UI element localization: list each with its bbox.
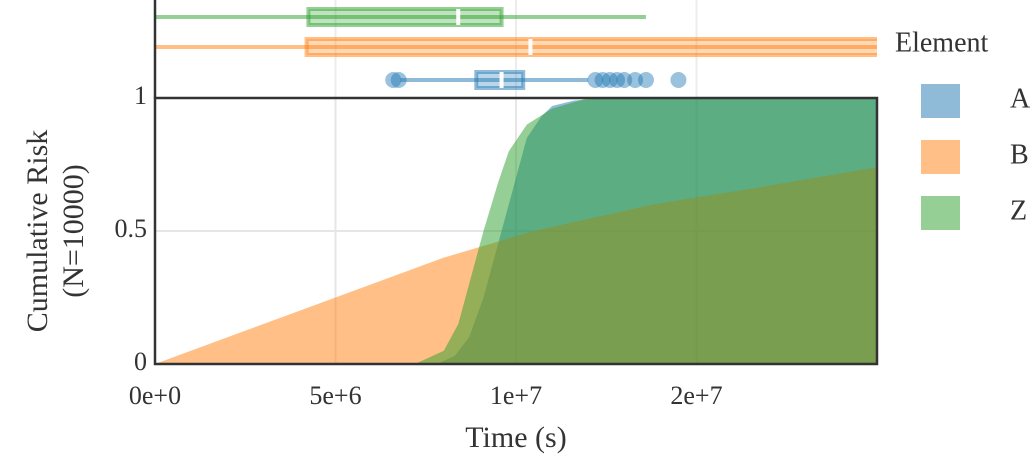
plot-area xyxy=(155,98,877,364)
box xyxy=(304,37,877,57)
box-outlier xyxy=(587,72,604,88)
x-tick-label: 0e+0 xyxy=(129,381,181,410)
legend-swatch xyxy=(921,196,960,230)
box-outlier xyxy=(385,72,402,88)
legend-swatch xyxy=(921,84,960,118)
x-tick-label: 5e+6 xyxy=(309,381,361,410)
box-panel xyxy=(155,7,877,90)
x-axis-title: Time (s) xyxy=(465,421,566,454)
legend-label: Z xyxy=(1010,195,1027,226)
y-tick-label: 1 xyxy=(134,81,147,110)
x-tick-label: 1e+7 xyxy=(490,381,542,410)
box-outlier xyxy=(609,72,626,88)
x-tick-label: 2e+7 xyxy=(670,381,722,410)
plot-frame xyxy=(153,96,879,366)
box-outlier xyxy=(627,72,644,88)
legend-swatch xyxy=(921,140,960,174)
y-tick-label: 0.5 xyxy=(115,214,148,243)
y-axis-title: Cumulative Risk xyxy=(21,130,54,333)
box-outlier xyxy=(637,72,654,88)
y-axis-title: (N=10000) xyxy=(57,164,90,298)
box-outlier xyxy=(670,72,687,88)
box-outlier xyxy=(616,72,633,88)
box-outlier xyxy=(601,72,618,88)
box xyxy=(306,7,504,27)
legend-title: Element xyxy=(895,27,989,58)
box-outlier xyxy=(390,72,407,88)
y-tick-label: 0 xyxy=(134,347,147,376)
legend-label: A xyxy=(1010,83,1031,114)
area xyxy=(155,98,877,364)
box-outlier xyxy=(594,72,611,88)
legend-label: B xyxy=(1010,139,1029,170)
